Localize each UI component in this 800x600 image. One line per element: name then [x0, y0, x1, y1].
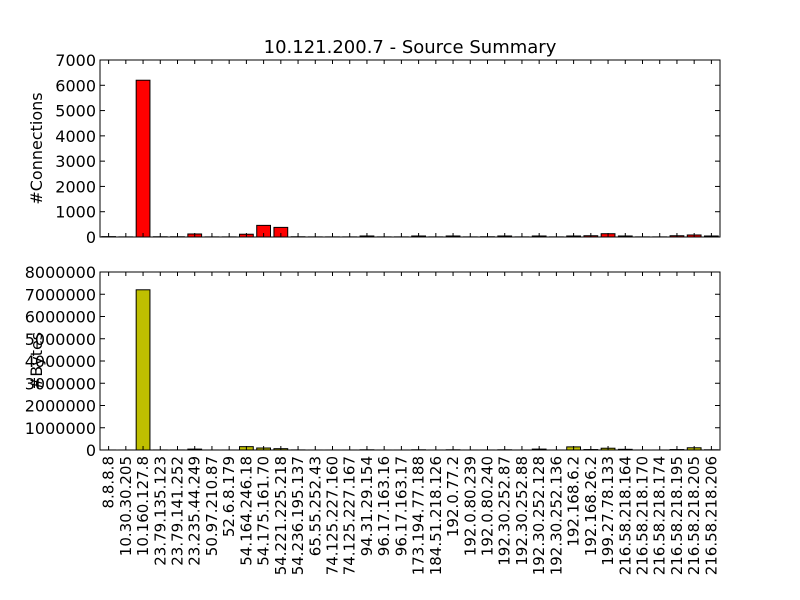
- y-tick-label: 7000000: [25, 285, 96, 304]
- x-tick-label: 50.97.210.87: [203, 456, 221, 556]
- x-tick-label: 96.17.163.17: [392, 456, 410, 556]
- x-tick-label: 192.168.6.2: [565, 456, 583, 547]
- x-tick-label: 216.58.218.195: [668, 456, 686, 575]
- chart-title: 10.121.200.7 - Source Summary: [264, 37, 557, 58]
- bar-10.160.127.8: [135, 289, 151, 451]
- y-tick-label: 0: [86, 441, 96, 460]
- plot-frame: [99, 59, 721, 238]
- x-tick-label: 23.235.44.249: [186, 456, 204, 566]
- y-tick-label: 1000: [55, 203, 96, 222]
- x-tick-label: 216.58.218.164: [616, 456, 634, 575]
- x-tick-label: 184.51.218.126: [427, 456, 445, 575]
- x-tick-label: 74.125.227.160: [324, 456, 342, 575]
- x-tick-label: 10.160.127.8: [134, 456, 152, 556]
- x-tick-label: 23.79.141.252: [169, 456, 187, 566]
- x-tick-label: 54.175.161.70: [255, 456, 273, 566]
- y-tick-label: 7000: [55, 51, 96, 70]
- y-tick-label: 3000: [55, 152, 96, 171]
- y-tick-label: 1000000: [25, 419, 96, 438]
- x-tick-label: 216.58.218.205: [685, 456, 703, 575]
- x-tick-label: 192.30.252.88: [513, 456, 531, 566]
- y-tick-label: 0: [86, 228, 96, 247]
- x-tick-label: 54.164.246.18: [237, 456, 255, 566]
- x-tick-label: 23.79.135.123: [151, 456, 169, 566]
- x-tick-label: 192.0.80.240: [479, 456, 497, 556]
- x-tick-label: 192.30.252.128: [530, 456, 548, 575]
- x-tick-label: 192.30.252.136: [547, 456, 565, 575]
- x-tick-label: 192.0.80.239: [461, 456, 479, 556]
- x-tick-label: 216.58.218.206: [702, 456, 720, 575]
- y-tick-label: 4000: [55, 127, 96, 146]
- y-tick-label: 8000000: [25, 263, 96, 282]
- x-tick-label: 216.58.218.170: [634, 456, 652, 575]
- x-tick-label: 199.27.78.133: [599, 456, 617, 566]
- y-tick-label: 2000: [55, 177, 96, 196]
- y-tick-label: 6000000: [25, 308, 96, 327]
- y-tick-label: 5000: [55, 102, 96, 121]
- x-tick-label: 10.30.30.205: [117, 456, 135, 556]
- x-tick-label: 94.31.29.154: [358, 456, 376, 556]
- y-tick-label: 5000000: [25, 330, 96, 349]
- x-tick-label: 65.55.252.43: [306, 456, 324, 556]
- x-tick-label: 192.0.77.2: [444, 456, 462, 537]
- y-axis-label: #Connections: [27, 92, 46, 204]
- x-tick-label: 54.236.195.137: [289, 456, 307, 575]
- x-tick-label: 54.221.225.218: [272, 456, 290, 575]
- x-tick-label: 52.6.8.179: [220, 456, 238, 537]
- y-tick-label: 6000: [55, 76, 96, 95]
- x-tick-label: 96.17.163.16: [375, 456, 393, 556]
- x-tick-label: 192.30.252.87: [496, 456, 514, 566]
- plot-frame: [99, 271, 721, 451]
- y-tick-label: 3000000: [25, 374, 96, 393]
- x-tick-label: 8.8.8.8: [100, 456, 118, 508]
- y-tick-label: 2000000: [25, 397, 96, 416]
- x-tick-label: 74.125.227.167: [341, 456, 359, 575]
- y-axis-label: #Bytes: [27, 332, 46, 390]
- y-tick-label: 4000000: [25, 352, 96, 371]
- bar-10.160.127.8: [135, 79, 151, 238]
- x-tick-label: 173.194.77.188: [410, 456, 428, 575]
- x-tick-label: 192.168.26.2: [582, 456, 600, 556]
- x-tick-label: 216.58.218.174: [651, 456, 669, 575]
